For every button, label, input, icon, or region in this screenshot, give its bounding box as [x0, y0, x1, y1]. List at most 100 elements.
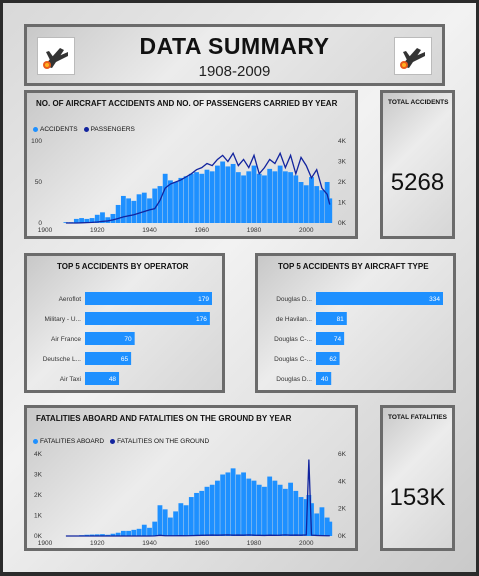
top-aircraft-types-chart[interactable]: Douglas D... 334 de Havilan... 81 Douglas C-…: [258, 284, 453, 394]
bar: [94, 214, 100, 223]
category-label: Aeroflot: [59, 296, 82, 303]
bar: [298, 497, 304, 536]
category-label: Douglas C-...: [274, 356, 312, 363]
bar: [262, 486, 267, 536]
bar: [89, 218, 95, 223]
bar: [194, 172, 199, 223]
bar: [316, 292, 443, 305]
bar: [89, 534, 95, 536]
bar: [141, 524, 147, 536]
bar: [251, 165, 257, 223]
accidents-passengers-card: NO. OF AIRCRAFT ACCIDENTS AND NO. OF PAS…: [24, 90, 358, 239]
x-tick: 2000: [299, 227, 314, 234]
bar: [316, 372, 332, 385]
airplane-crash-logo-left: [37, 37, 75, 75]
bar: [178, 177, 184, 223]
y-tick-left: 1K: [34, 513, 43, 520]
bar: [120, 530, 126, 536]
bar: [327, 198, 333, 223]
accidents-legend: ACCIDENTS PASSENGERS: [33, 126, 135, 133]
bar: [188, 173, 194, 223]
bar: [199, 490, 205, 536]
bar: [204, 486, 210, 536]
bar: [110, 533, 116, 536]
bar: [162, 173, 168, 223]
y-tick-left: 100: [31, 138, 42, 145]
airplane-crash-logo-right: [394, 37, 432, 75]
fatalities-card: FATALITIES ABOARD AND FATALITIES ON THE …: [24, 405, 358, 551]
bar: [316, 352, 340, 365]
header-card: DATA SUMMARY 1908-2009: [24, 24, 445, 86]
data-label: 334: [429, 296, 440, 303]
bar: [215, 165, 220, 223]
legend-item-fatalities-aboard[interactable]: FATALITIES ABOARD: [33, 438, 104, 445]
bar: [168, 517, 173, 536]
y-tick-left: 0K: [34, 533, 43, 540]
bar: [131, 529, 137, 536]
bar: [282, 488, 288, 536]
bar: [303, 185, 309, 223]
series-line: [65, 151, 331, 224]
bar: [324, 517, 330, 536]
x-tick: 1960: [195, 227, 210, 234]
fatalities-chart[interactable]: 0K 1K 2K 3K 4K 0K 2K 4K 6K 1900 1920 1940 1960 1980 20…: [27, 448, 355, 548]
category-label: Douglas D...: [276, 296, 312, 303]
data-label: 176: [196, 316, 207, 323]
legend-item-passengers[interactable]: PASSENGERS: [83, 126, 135, 133]
bar: [327, 521, 333, 536]
airplane-crash-icon: [400, 48, 425, 69]
legend-item-accidents[interactable]: ACCIDENTS: [33, 126, 78, 133]
bar: [235, 172, 241, 223]
total-accidents-label: TOTAL ACCIDENTS: [388, 99, 449, 106]
bar: [288, 482, 293, 536]
total-accidents-value: 5268: [390, 169, 445, 196]
bar: [282, 171, 288, 223]
top-operators-card: TOP 5 ACCIDENTS BY OPERATOR Aeroflot 179 M…: [24, 253, 225, 393]
bar: [85, 312, 210, 325]
x-tick: 1940: [142, 227, 157, 234]
x-tick: 1900: [38, 540, 53, 547]
bar: [319, 190, 325, 223]
bar: [131, 200, 137, 223]
legend-item-fatalities-ground[interactable]: FATALITIES ON THE GROUND: [110, 438, 209, 445]
y-tick-right: 0K: [338, 220, 347, 227]
y-tick-right: 2K: [338, 179, 347, 186]
x-tick: 1940: [142, 540, 157, 547]
bar: [100, 534, 105, 536]
x-tick: 2000: [299, 540, 314, 547]
data-label: 70: [124, 336, 132, 343]
bar: [141, 192, 147, 223]
bar: [288, 172, 293, 223]
x-tick: 1920: [90, 227, 105, 234]
bar: [251, 480, 257, 536]
bar: [220, 474, 226, 536]
bar: [319, 507, 325, 536]
top-operators-title: TOP 5 ACCIDENTS BY OPERATOR: [57, 262, 189, 271]
bar: [209, 484, 215, 536]
category-label: Douglas C-...: [274, 336, 312, 343]
bar: [246, 171, 252, 223]
bar: [293, 490, 299, 536]
data-label: 65: [121, 356, 129, 363]
accidents-passengers-chart[interactable]: 0 50 100 0K 1K 2K 3K 4K 1900 1920 1940 1960 1980 2000: [27, 135, 355, 235]
bar: [272, 480, 278, 536]
bar: [298, 182, 304, 223]
y-tick-left: 0: [38, 220, 42, 227]
bar: [316, 312, 347, 325]
top-aircraft-types-title: TOP 5 ACCIDENTS BY AIRCRAFT TYPE: [278, 262, 429, 271]
bar: [162, 509, 168, 536]
bar: [256, 484, 262, 536]
bar: [157, 505, 163, 536]
bar: [241, 472, 246, 536]
top-operators-chart[interactable]: Aeroflot 179 Military - U... 176 Air France 7…: [27, 284, 222, 394]
data-label: 62: [329, 356, 337, 363]
bar: [293, 175, 299, 223]
bar: [316, 332, 345, 345]
bar: [183, 505, 189, 536]
bar: [241, 175, 246, 223]
y-tick-right: 6K: [338, 451, 347, 458]
bar: [267, 476, 273, 536]
category-label: Air Taxi: [60, 376, 81, 383]
bar: [173, 182, 179, 223]
y-tick-left: 50: [35, 179, 43, 186]
